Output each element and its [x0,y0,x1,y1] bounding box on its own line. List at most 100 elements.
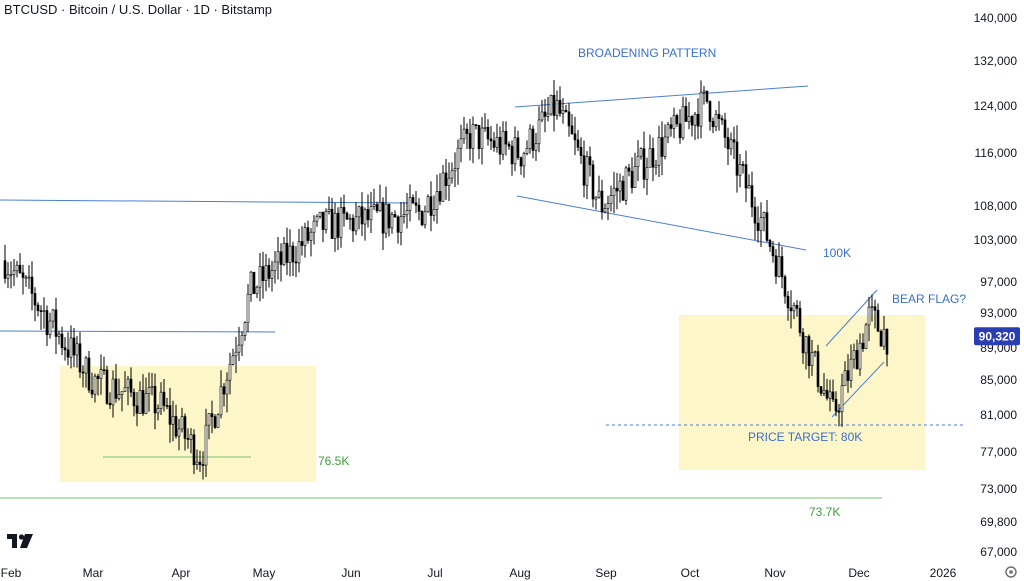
candle-body [873,306,877,311]
resistance-line [0,199,409,204]
candle-body [657,137,661,166]
candle-body [789,307,793,312]
candle-body [162,391,166,406]
candle-body [645,166,649,180]
candle-body [588,156,592,166]
candle-body [414,202,418,206]
candle-body [729,139,733,150]
candle-body [753,206,757,224]
candle-body [699,91,703,127]
x-tick-label: Dec [848,566,869,580]
candle-body [792,304,796,312]
candle-body [834,398,838,412]
candle-body [294,261,298,264]
candle-body [627,167,631,172]
candle-body [27,276,31,279]
candle-body [783,276,787,297]
candle-body [141,390,145,414]
candle-body [858,342,862,370]
candle-body [480,127,484,149]
candle-body [396,216,400,233]
candle-body [42,310,46,312]
candle-body [39,310,43,312]
candle-body [228,364,232,381]
candle-body [678,123,682,139]
candle-body [642,148,646,180]
candle-body [246,293,250,323]
candle-body [876,310,880,332]
candle-body [75,343,79,356]
x-tick-label: Aug [509,566,530,580]
candle-body [123,387,127,392]
candle-body [252,271,256,294]
y-tick-label: 124,000 [974,99,1018,113]
candle-body [492,140,496,148]
candle-body [603,208,607,213]
candle-body [171,416,175,425]
candle-body [435,191,439,210]
candle-body [384,203,388,234]
support-line [0,330,276,333]
candle-body [270,270,274,279]
candle-body [147,387,151,394]
candle-body [354,216,358,232]
candle-body [675,115,679,125]
candle-body [561,109,565,114]
candle-body [402,214,406,217]
candle-body [258,266,262,288]
candle-body [3,260,7,279]
candle-body [156,408,160,414]
candle-body [366,209,370,221]
candle-body [450,170,454,179]
candle-body [477,125,481,149]
candle-body [681,106,685,139]
candle-body [144,393,148,414]
last-price-badge [974,327,1020,346]
candle-body [231,355,235,365]
candle-body [519,157,523,167]
candle-body [18,264,22,274]
candle-body [177,428,181,437]
candle-body [663,136,667,157]
candle-body [336,212,340,238]
candle-body [276,251,280,263]
settings-gear-icon[interactable] [1004,565,1018,579]
axes: Feb Mar Apr May Jun Jul Aug Sep Oct Nov Dec 2026 140… [1,11,1020,580]
candle-body [15,264,19,272]
x-tick-label: Nov [764,566,785,580]
candle-body [576,139,580,148]
candle-body [651,148,655,168]
candle-body [87,357,91,391]
candle-body [507,143,511,147]
candle-body [855,350,859,370]
candle-body [459,138,463,149]
x-tick-label: Oct [681,566,700,580]
candle-body [297,241,301,264]
candle-body [555,99,559,116]
candle-body [654,164,658,168]
candle-body [795,304,799,309]
candle-body [411,197,415,204]
candle-body [225,379,229,395]
broadening-pattern-label: BROADENING PATTERN [578,46,716,60]
candle-body [291,245,295,263]
candle-body [621,180,625,201]
candle-body [204,424,208,466]
tradingview-logo[interactable] [6,532,34,550]
candles [3,80,889,480]
candle-body [840,385,844,413]
candle-body [828,391,832,399]
y-tick-label: 73,000 [980,482,1017,496]
candle-body [180,416,184,430]
x-tick-label: Sep [595,566,617,580]
candle-body [843,370,847,387]
y-tick-label: 69,800 [980,515,1017,529]
level-100k-label: 100K [823,246,851,260]
bear-flag-label: BEAR FLAG? [892,292,966,306]
candle-body [405,210,409,215]
candle-body [387,203,391,229]
annotations: BROADENING PATTERN 100K BEAR FLAG? PRICE TA… [318,46,966,519]
candle-body [759,217,763,231]
candle-body [105,369,109,404]
y-tick-label: 81,000 [980,408,1017,422]
